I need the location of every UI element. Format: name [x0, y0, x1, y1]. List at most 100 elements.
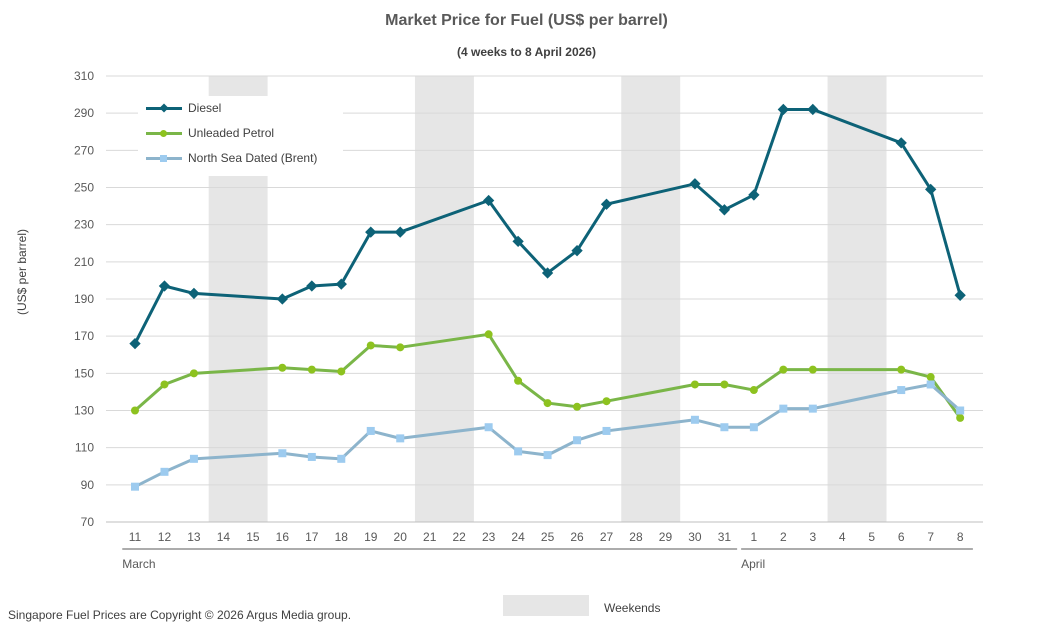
- x-tick-label: 25: [541, 530, 555, 544]
- x-tick-label: 17: [305, 530, 319, 544]
- data-point-unleaded-petrol: [926, 373, 935, 382]
- data-point-diesel: [925, 183, 937, 196]
- data-point-diesel: [748, 189, 760, 201]
- x-tick-label: 27: [600, 530, 614, 544]
- x-tick-label: 29: [659, 530, 673, 544]
- data-point-diesel: [718, 204, 731, 216]
- brent-swatch: [146, 154, 182, 162]
- y-tick-label: 230: [74, 218, 94, 232]
- x-tick-label: 13: [187, 530, 201, 544]
- data-point-north-sea-dated-brent: [926, 380, 935, 389]
- data-point-unleaded-petrol: [131, 406, 139, 415]
- y-tick-label: 130: [74, 404, 94, 418]
- x-tick-label: 23: [482, 530, 496, 544]
- data-point-unleaded-petrol: [396, 343, 405, 352]
- data-point-unleaded-petrol: [573, 402, 582, 411]
- x-tick-label: 30: [688, 530, 702, 544]
- legend: Diesel Unleaded Petrol North Sea Dated (…: [138, 96, 343, 176]
- chart-title: Market Price for Fuel (US$ per barrel): [385, 12, 668, 29]
- x-tick-label: 31: [718, 530, 732, 544]
- x-tick-label: 21: [423, 530, 437, 544]
- data-point-diesel: [129, 337, 141, 350]
- legend-item-diesel: Diesel: [146, 99, 221, 117]
- data-point-unleaded-petrol: [897, 365, 906, 374]
- data-point-north-sea-dated-brent: [514, 447, 523, 456]
- month-label-april: April: [741, 557, 765, 571]
- data-point-diesel: [689, 178, 701, 190]
- x-tick-label: 7: [927, 530, 934, 544]
- data-point-unleaded-petrol: [337, 367, 346, 376]
- data-point-unleaded-petrol: [602, 397, 611, 406]
- gridlines: [106, 75, 983, 523]
- x-tick-label: 28: [629, 530, 643, 544]
- x-axis-ticks: 11 12 13 14 15 16 17 18 19 20 21 22 23 24 25 26 27 28 29 30…: [129, 530, 964, 544]
- x-tick-label: 6: [898, 530, 905, 544]
- weekends-legend-swatch: [503, 595, 589, 616]
- data-point-north-sea-dated-brent: [366, 426, 375, 435]
- y-tick-label: 250: [74, 181, 94, 195]
- data-point-north-sea-dated-brent: [307, 452, 316, 461]
- data-point-unleaded-petrol: [779, 365, 788, 374]
- x-tick-label: 16: [276, 530, 290, 544]
- y-tick-label: 110: [75, 441, 94, 455]
- data-point-unleaded-petrol: [720, 380, 729, 389]
- data-point-north-sea-dated-brent: [808, 404, 817, 413]
- data-point-unleaded-petrol: [514, 376, 523, 385]
- data-point-unleaded-petrol: [307, 365, 316, 374]
- data-point-unleaded-petrol: [808, 365, 817, 374]
- data-point-north-sea-dated-brent: [484, 423, 493, 432]
- data-point-north-sea-dated-brent: [573, 436, 582, 445]
- data-point-north-sea-dated-brent: [278, 449, 287, 458]
- legend-label-diesel: Diesel: [188, 101, 222, 115]
- x-tick-label: 4: [839, 530, 846, 544]
- data-point-diesel: [600, 198, 613, 210]
- data-point-north-sea-dated-brent: [337, 454, 346, 463]
- data-point-unleaded-petrol: [956, 413, 965, 422]
- data-point-unleaded-petrol: [484, 330, 493, 339]
- legend-label-brent: North Sea Dated (Brent): [188, 151, 318, 165]
- data-point-north-sea-dated-brent: [131, 482, 139, 491]
- x-tick-label: 2: [780, 530, 787, 544]
- data-point-diesel: [365, 226, 377, 238]
- y-axis-ticks: 70 90 110 130 150 170 190 210 230 250 270 290 310: [74, 69, 94, 529]
- diesel-swatch: [146, 102, 182, 113]
- x-tick-label: 11: [129, 530, 142, 544]
- data-point-diesel: [276, 293, 289, 305]
- y-tick-label: 170: [74, 329, 94, 343]
- data-point-unleaded-petrol: [278, 363, 287, 372]
- y-tick-label: 270: [74, 143, 94, 157]
- month-labels: March April: [122, 548, 973, 571]
- legend-label-unleaded-petrol: Unleaded Petrol: [188, 126, 275, 140]
- x-tick-label: 20: [394, 530, 408, 544]
- legend-item-brent: North Sea Dated (Brent): [146, 149, 317, 167]
- y-tick-label: 70: [81, 515, 95, 529]
- data-point-north-sea-dated-brent: [160, 467, 169, 476]
- data-point-diesel: [895, 137, 907, 149]
- y-tick-label: 310: [74, 69, 94, 83]
- copyright-notice: Singapore Fuel Prices are Copyright © 20…: [8, 608, 352, 622]
- legend-item-unleaded-petrol: Unleaded Petrol: [146, 124, 274, 142]
- unleaded-petrol-swatch: [146, 129, 182, 137]
- data-point-unleaded-petrol: [160, 380, 169, 389]
- data-point-unleaded-petrol: [543, 399, 552, 408]
- x-tick-label: 22: [452, 530, 466, 544]
- month-label-march: March: [122, 557, 155, 571]
- x-tick-label: 1: [751, 530, 758, 544]
- data-point-north-sea-dated-brent: [749, 423, 758, 432]
- data-point-north-sea-dated-brent: [690, 415, 699, 424]
- data-point-north-sea-dated-brent: [543, 451, 552, 460]
- data-point-diesel: [394, 226, 406, 238]
- data-point-diesel: [306, 280, 318, 292]
- series-lines: [129, 103, 966, 491]
- x-tick-label: 26: [570, 530, 584, 544]
- x-tick-label: 14: [217, 530, 231, 544]
- data-point-north-sea-dated-brent: [602, 426, 611, 435]
- x-tick-label: 24: [511, 530, 525, 544]
- x-tick-label: 12: [158, 530, 172, 544]
- x-tick-label: 18: [335, 530, 349, 544]
- data-point-unleaded-petrol: [749, 386, 758, 395]
- data-point-diesel: [482, 194, 495, 207]
- data-point-diesel: [158, 280, 171, 292]
- x-tick-label: 3: [809, 530, 816, 544]
